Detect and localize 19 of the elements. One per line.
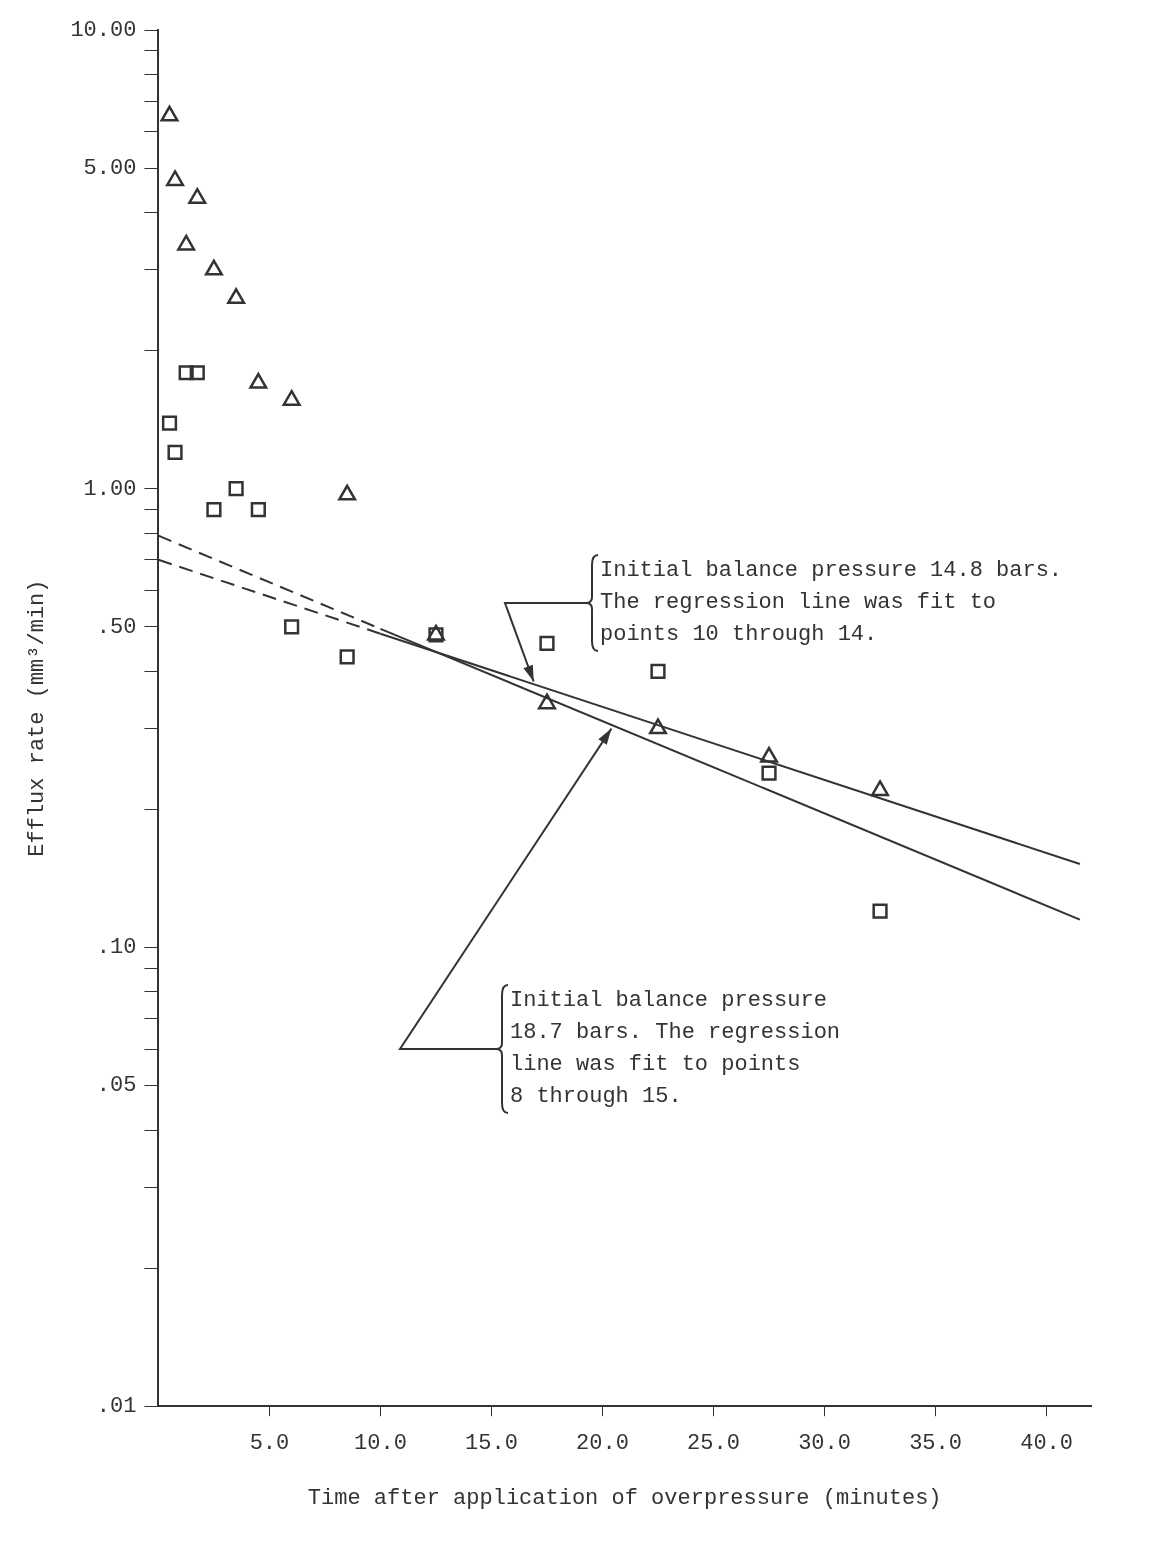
x-tick-label: 15.0	[465, 1431, 518, 1457]
y-axis-title: Efflux rate (mm³/min)	[25, 579, 51, 857]
y-tick-label: 10.00	[70, 17, 137, 43]
y-tick-label: .10	[96, 935, 137, 961]
y-tick-label: .50	[96, 614, 137, 640]
annotation: Initial balance pressure 14.8 bars. The regression line was fit to points 10 through 14.	[600, 557, 1063, 649]
annotation: Initial balance pressure 18.7 bars. The regression line was fit to points 8 through 15.	[510, 987, 841, 1111]
x-tick-label: 5.0	[249, 1431, 290, 1457]
x-tick-label: 10.0	[354, 1431, 407, 1457]
x-tick-label: 40.0	[1020, 1431, 1073, 1457]
x-tick-label: 20.0	[576, 1431, 629, 1457]
y-tick-label: 5.00	[83, 155, 137, 181]
x-tick-label: 30.0	[798, 1431, 851, 1457]
x-tick-label: 25.0	[687, 1431, 740, 1457]
y-tick-label: 1.00	[83, 476, 137, 502]
y-tick-label: .01	[96, 1394, 137, 1420]
x-axis-title: Time after application of overpressure (minutes)	[307, 1485, 942, 1511]
y-tick-label: .05	[96, 1073, 137, 1099]
x-tick-label: 35.0	[909, 1431, 962, 1457]
